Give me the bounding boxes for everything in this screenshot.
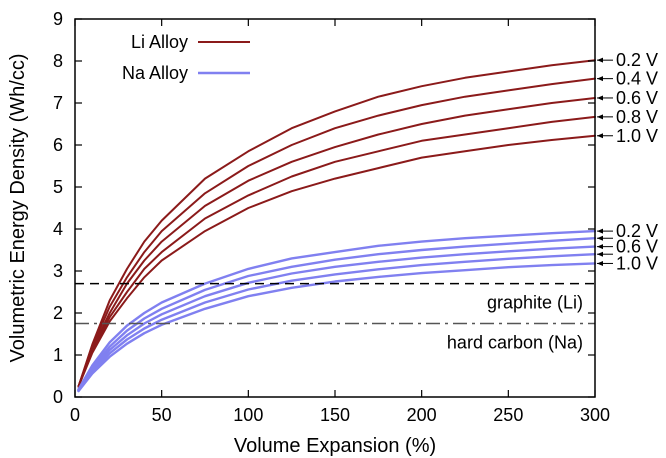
y-tick-label: 2 xyxy=(53,303,63,323)
series-label-arrowhead xyxy=(597,228,603,234)
x-tick-label: 150 xyxy=(320,405,350,425)
x-axis-ticks: 0 50 100 150 200 250 300 xyxy=(70,19,610,425)
series-label: 0.8 V xyxy=(616,107,658,127)
series-label: 1.0 V xyxy=(616,126,658,146)
series-label: 1.0 V xyxy=(616,253,658,273)
series-label: 0.6 V xyxy=(616,88,658,108)
series-line-na-5 xyxy=(77,229,597,391)
x-tick-label: 100 xyxy=(233,405,263,425)
y-tick-label: 7 xyxy=(53,93,63,113)
x-tick-label: 0 xyxy=(70,405,80,425)
y-tick-label: 1 xyxy=(53,345,63,365)
series-label-arrowhead xyxy=(597,251,603,257)
y-tick-label: 4 xyxy=(53,219,63,239)
series-label: 0.6 V xyxy=(616,237,658,257)
plot-lines xyxy=(77,59,597,393)
legend: Li Alloy Na Alloy xyxy=(122,32,250,83)
series-line-li-2 xyxy=(77,97,596,388)
y-tick-label: 0 xyxy=(53,387,63,407)
y-tick-label: 3 xyxy=(53,261,63,281)
series-label: 0.2 V xyxy=(616,221,658,241)
series-labels: 0.2 V0.4 V0.6 V0.8 V1.0 V0.2 V0.6 V1.0 V xyxy=(597,50,658,273)
x-tick-label: 50 xyxy=(152,405,172,425)
y-tick-label: 8 xyxy=(53,51,63,71)
reference-label-0: graphite (Li) xyxy=(487,293,583,313)
y-axis-label: Volumetric Energy Density (Wh/cc) xyxy=(7,54,29,363)
series-label: 0.2 V xyxy=(616,50,658,70)
legend-label: Li Alloy xyxy=(131,32,188,52)
series-line-li-4 xyxy=(77,134,596,388)
series-label-arrowhead xyxy=(597,260,603,266)
reference-labels: graphite (Li) hard carbon (Na) xyxy=(447,293,583,353)
series-label-arrowhead xyxy=(597,244,603,250)
x-tick-label: 300 xyxy=(580,405,610,425)
series-line-na-9 xyxy=(77,262,597,393)
series-label-arrowhead xyxy=(597,76,603,82)
series-label: 0.4 V xyxy=(616,69,658,89)
series-line-li-3 xyxy=(77,115,596,388)
legend-label: Na Alloy xyxy=(122,63,188,83)
series-line-li-0 xyxy=(77,59,596,388)
x-axis-label: Volume Expansion (%) xyxy=(234,435,436,457)
series-line-na-8 xyxy=(77,252,597,392)
series-line-li-1 xyxy=(77,77,596,388)
reference-label-1: hard carbon (Na) xyxy=(447,333,583,353)
series-line-na-7 xyxy=(77,245,597,392)
series-label-arrowhead xyxy=(597,95,603,101)
x-tick-label: 250 xyxy=(493,405,523,425)
reference-lines xyxy=(75,282,595,325)
y-tick-label: 5 xyxy=(53,177,63,197)
series-line-na-6 xyxy=(77,236,597,392)
y-axis-ticks: 0 1 2 3 4 5 6 7 8 9 xyxy=(53,9,595,407)
series-label-arrowhead xyxy=(597,114,603,120)
y-tick-label: 6 xyxy=(53,135,63,155)
y-tick-label: 9 xyxy=(53,9,63,29)
series-label-arrowhead xyxy=(597,57,603,63)
series-label-arrowhead xyxy=(597,235,603,241)
series-label-arrowhead xyxy=(597,133,603,139)
x-tick-label: 200 xyxy=(407,405,437,425)
